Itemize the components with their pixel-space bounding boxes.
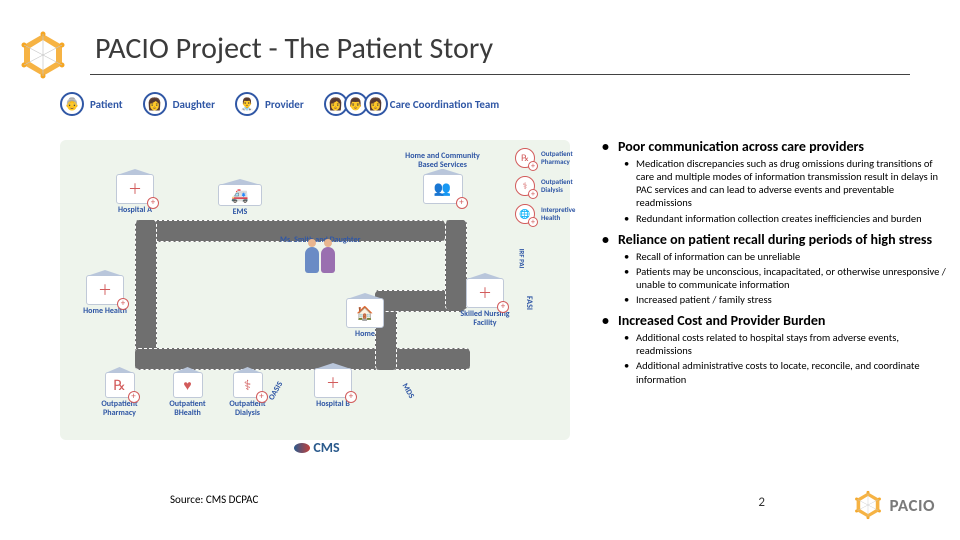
facility-outpatient-bh: ♥ Outpatient BHealth: [160, 372, 215, 418]
page-number: 2: [758, 495, 765, 510]
bullet-main-1: •Poor communication across care provider…: [600, 138, 950, 225]
home-health-icon: ＋+: [86, 275, 124, 305]
legend-team: 👩 👨 👩 Care Coordination Team: [324, 92, 499, 116]
bullet-main-2: •Reliance on patient recall during perio…: [600, 231, 950, 307]
road-segment: [135, 348, 470, 370]
legend-daughter: 👩 Daughter: [143, 92, 215, 116]
home-icon: 🏠: [346, 298, 384, 328]
legend-provider: 👨‍⚕️ Provider: [235, 92, 304, 116]
bullet-main-3: •Increased Cost and Provider Burden •Add…: [600, 312, 950, 386]
side-pharmacy: ℞+ Outpatient Pharmacy: [515, 148, 586, 168]
legend-daughter-label: Daughter: [173, 98, 215, 111]
facility-home: 🏠 Home: [330, 298, 400, 339]
source-label: Source: CMS DCPAC: [170, 493, 258, 506]
dialysis-icon: ⚕+: [233, 372, 263, 398]
hcbs-icon: 👥+: [423, 174, 463, 204]
people-figures-icon: [280, 247, 360, 273]
facility-ems: 🚑 EMS: [205, 184, 275, 217]
pacio-brand-icon: [853, 490, 883, 520]
bullet-content: •Poor communication across care provider…: [600, 138, 950, 392]
facility-hcbs: Home and Community Based Services 👥+: [395, 150, 490, 204]
pacio-logo-icon: [18, 30, 68, 80]
cms-swoosh-icon: [294, 443, 310, 453]
fasi-tag: FASI: [524, 296, 534, 310]
facility-home-health: ＋+ Home Health: [70, 275, 140, 316]
side-dialysis: ⚕+ Outpatient Dialysis: [515, 176, 586, 196]
pacio-brand-text: PACIO: [889, 495, 935, 516]
facility-hospital-b: ＋+ Hospital B: [298, 368, 368, 409]
facility-hospital-a: ＋+ Hospital A: [100, 174, 170, 215]
page-title: PACIO Project - The Patient Story: [95, 30, 493, 67]
dialysis-small-icon: ⚕+: [515, 176, 535, 196]
interpretive-small-icon: 🌐+: [515, 204, 535, 224]
patient-avatar-icon: 👵: [60, 92, 84, 116]
patient-journey-diagram: ＋+ Hospital A 🚑 EMS ＋+ Home Health ℞+ Ou…: [40, 130, 590, 460]
hospital-icon: ＋+: [314, 368, 352, 398]
hospital-icon: ＋+: [116, 174, 154, 204]
pacio-brand: PACIO: [853, 490, 935, 520]
provider-avatar-icon: 👨‍⚕️: [235, 92, 259, 116]
facility-outpatient-pharmacy: ℞+ Outpatient Pharmacy: [92, 372, 147, 418]
legend-patient-label: Patient: [90, 98, 123, 111]
cms-logo: CMS: [272, 439, 362, 456]
facility-snf: ＋+ Skilled Nursing Facility: [450, 278, 520, 328]
pharmacy-small-icon: ℞+: [515, 148, 535, 168]
legend-provider-label: Provider: [265, 98, 304, 111]
irfpai-tag: IRF PAI: [518, 249, 527, 269]
daughter-avatar-icon: 👩: [143, 92, 167, 116]
title-underline: [90, 74, 910, 75]
snf-icon: ＋+: [466, 278, 504, 308]
center-patient-daughter: Ms. Smith and Daughter: [280, 235, 360, 273]
team-avatar-group-icon: 👩 👨 👩: [324, 92, 384, 116]
bhealth-icon: ♥: [173, 372, 203, 398]
legend-patient: 👵 Patient: [60, 92, 123, 116]
ambulance-icon: 🚑: [218, 184, 262, 206]
pharmacy-icon: ℞+: [105, 372, 135, 398]
legend-team-label: Care Coordination Team: [390, 98, 499, 111]
side-interpretive: 🌐+ Interpretive Health: [515, 204, 586, 224]
legend-row: 👵 Patient 👩 Daughter 👨‍⚕️ Provider 👩 👨 👩…: [60, 92, 499, 116]
